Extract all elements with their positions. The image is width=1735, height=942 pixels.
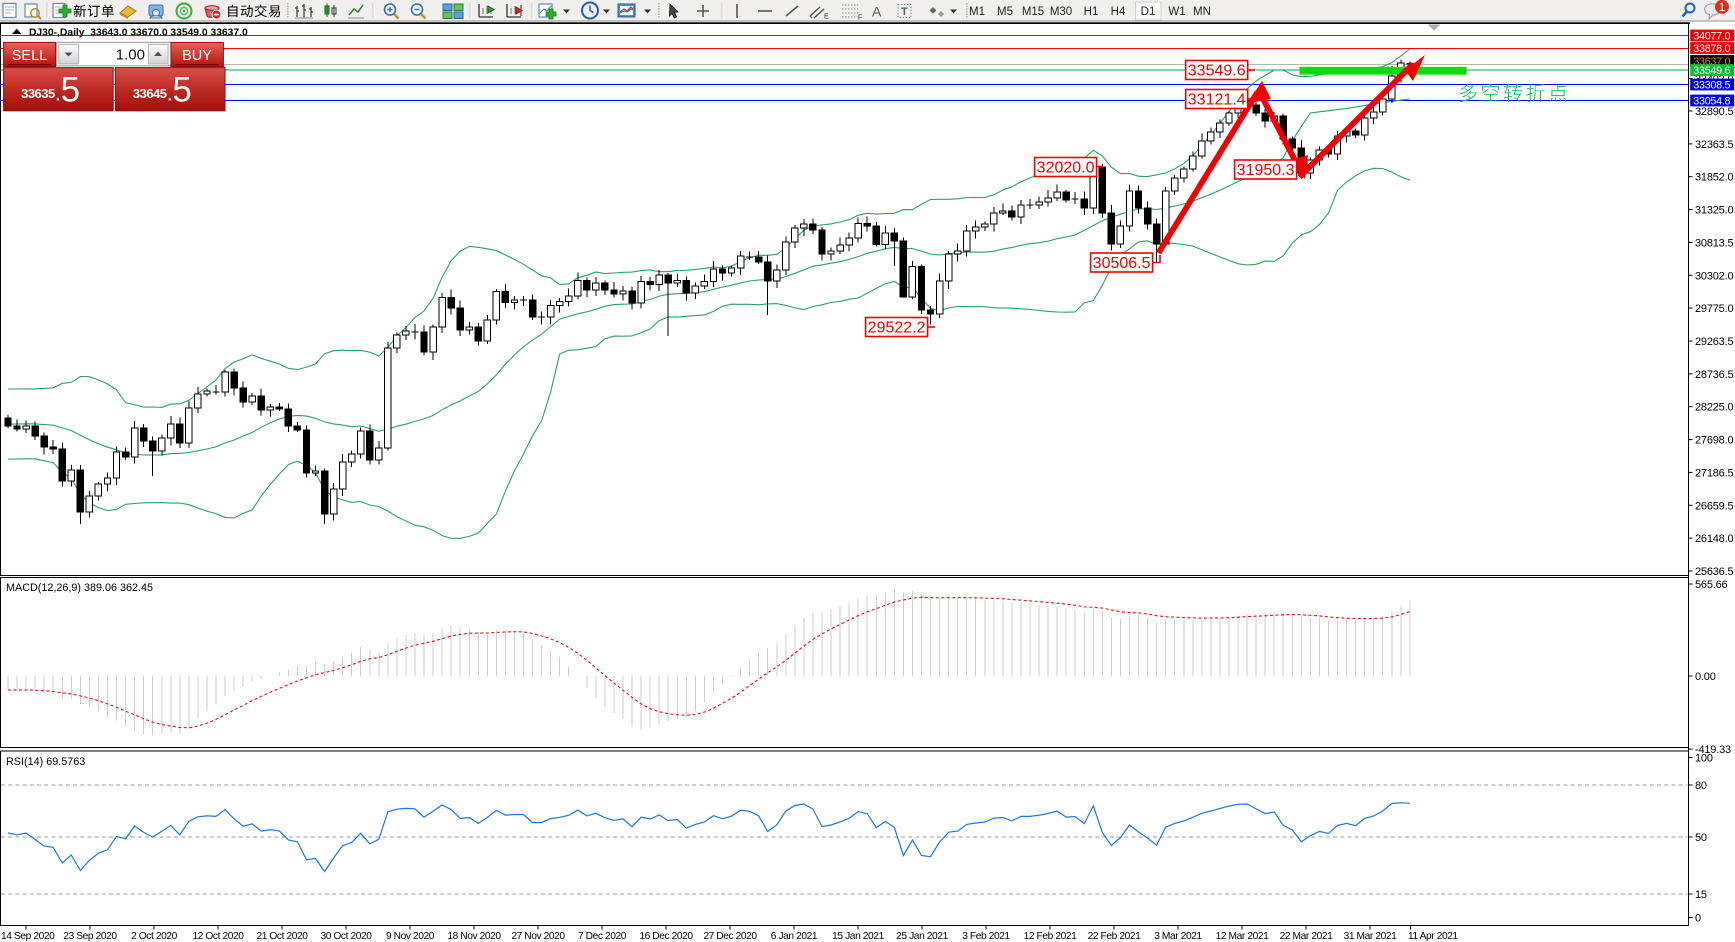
svg-text:SELL: SELL: [12, 48, 47, 64]
svg-text:33308.5: 33308.5: [1693, 80, 1730, 92]
svg-text:31325.0: 31325.0: [1695, 205, 1733, 217]
svg-text:2 Oct 2020: 2 Oct 2020: [131, 931, 178, 942]
svg-text:31852.0: 31852.0: [1695, 172, 1733, 184]
svg-text:22 Mar 2021: 22 Mar 2021: [1280, 931, 1334, 942]
svg-text:1.00: 1.00: [116, 46, 145, 63]
svg-text:-419.33: -419.33: [1695, 744, 1731, 756]
svg-text:29263.5: 29263.5: [1695, 336, 1733, 348]
svg-text:MACD(12,26,9) 389.06 362.45: MACD(12,26,9) 389.06 362.45: [6, 582, 153, 594]
svg-text:33549.6: 33549.6: [1188, 62, 1246, 79]
svg-text:32890.5: 32890.5: [1695, 106, 1733, 118]
svg-text:25 Jan 2021: 25 Jan 2021: [896, 931, 948, 942]
svg-text:26148.0: 26148.0: [1695, 533, 1733, 545]
svg-text:29775.0: 29775.0: [1695, 303, 1733, 315]
svg-text:27186.5: 27186.5: [1695, 467, 1733, 479]
svg-text:27 Dec 2020: 27 Dec 2020: [703, 931, 757, 942]
svg-text:3 Mar 2021: 3 Mar 2021: [1154, 931, 1202, 942]
svg-text:T: T: [901, 6, 908, 18]
svg-text:50: 50: [1695, 832, 1707, 844]
svg-text:E: E: [824, 14, 829, 21]
svg-text:BUY: BUY: [182, 48, 212, 64]
svg-text:22 Feb 2021: 22 Feb 2021: [1088, 931, 1142, 942]
svg-text:23 Sep 2020: 23 Sep 2020: [63, 931, 117, 942]
svg-text:31 Mar 2021: 31 Mar 2021: [1344, 931, 1398, 942]
svg-text:15: 15: [1695, 889, 1707, 901]
svg-text:5: 5: [61, 71, 80, 110]
svg-text:80: 80: [1695, 780, 1707, 792]
svg-text:W1: W1: [1168, 6, 1185, 18]
svg-text:MN: MN: [1193, 6, 1211, 18]
svg-text:1: 1: [1719, 2, 1725, 14]
svg-text:6 Jan 2021: 6 Jan 2021: [771, 931, 818, 942]
svg-text:26659.5: 26659.5: [1695, 500, 1733, 512]
svg-text:34077.0: 34077.0: [1693, 31, 1730, 43]
svg-text:5: 5: [172, 71, 191, 110]
svg-text:32020.0: 32020.0: [1037, 159, 1095, 176]
svg-text:565.66: 565.66: [1695, 579, 1728, 591]
svg-text:30813.5: 30813.5: [1695, 237, 1733, 249]
svg-text:.: .: [168, 88, 172, 105]
svg-text:D1: D1: [1141, 6, 1156, 18]
svg-text:30302.0: 30302.0: [1695, 270, 1733, 282]
svg-text:30 Oct 2020: 30 Oct 2020: [320, 931, 372, 942]
svg-text:32363.5: 32363.5: [1695, 139, 1733, 151]
svg-text:33635: 33635: [21, 86, 55, 101]
svg-text:33054.8: 33054.8: [1693, 96, 1730, 108]
svg-text:H4: H4: [1111, 6, 1126, 18]
svg-text:33549.6: 33549.6: [1693, 65, 1730, 77]
svg-text:M5: M5: [997, 6, 1013, 18]
svg-text:7 Dec 2020: 7 Dec 2020: [578, 931, 627, 942]
svg-text:27 Nov 2020: 27 Nov 2020: [511, 931, 565, 942]
svg-text:28225.0: 28225.0: [1695, 402, 1733, 414]
svg-text:H1: H1: [1084, 6, 1099, 18]
svg-text:16 Dec 2020: 16 Dec 2020: [639, 931, 693, 942]
svg-text:100: 100: [1695, 753, 1713, 765]
svg-text:M15: M15: [1022, 6, 1044, 18]
svg-text:RSI(14) 69.5763: RSI(14) 69.5763: [6, 756, 85, 768]
svg-text:12 Mar 2021: 12 Mar 2021: [1216, 931, 1270, 942]
svg-text:21 Oct 2020: 21 Oct 2020: [256, 931, 308, 942]
svg-text:M30: M30: [1050, 6, 1072, 18]
svg-text:27698.0: 27698.0: [1695, 435, 1733, 447]
svg-text:3 Feb 2021: 3 Feb 2021: [962, 931, 1010, 942]
svg-text:9 Nov 2020: 9 Nov 2020: [386, 931, 435, 942]
svg-text:A: A: [872, 4, 882, 20]
svg-text:30506.5: 30506.5: [1093, 255, 1151, 272]
svg-text:0.00: 0.00: [1695, 671, 1716, 683]
svg-text:M1: M1: [969, 6, 985, 18]
svg-text:33121.4: 33121.4: [1188, 91, 1246, 108]
svg-text:0: 0: [1695, 913, 1701, 925]
svg-text:31950.3: 31950.3: [1237, 162, 1295, 179]
svg-text:25636.5: 25636.5: [1695, 566, 1733, 578]
svg-text:29522.2: 29522.2: [868, 319, 926, 336]
svg-text:15 Jan 2021: 15 Jan 2021: [832, 931, 884, 942]
svg-text:28736.5: 28736.5: [1695, 369, 1733, 381]
svg-text:.: .: [56, 88, 60, 105]
svg-text:F: F: [858, 15, 862, 22]
svg-text:14 Sep 2020: 14 Sep 2020: [1, 931, 55, 942]
svg-text:33645: 33645: [133, 86, 167, 101]
svg-text:DJ30-,Daily 33643.0 33670.0 3: DJ30-,Daily 33643.0 33670.0 33549.0 3363…: [29, 27, 248, 38]
svg-text:11 Apr 2021: 11 Apr 2021: [1408, 931, 1459, 942]
svg-text:18 Nov 2020: 18 Nov 2020: [447, 931, 501, 942]
svg-text:12 Oct 2020: 12 Oct 2020: [192, 931, 244, 942]
svg-text:12 Feb 2021: 12 Feb 2021: [1024, 931, 1078, 942]
svg-text:33878.0: 33878.0: [1693, 43, 1730, 55]
